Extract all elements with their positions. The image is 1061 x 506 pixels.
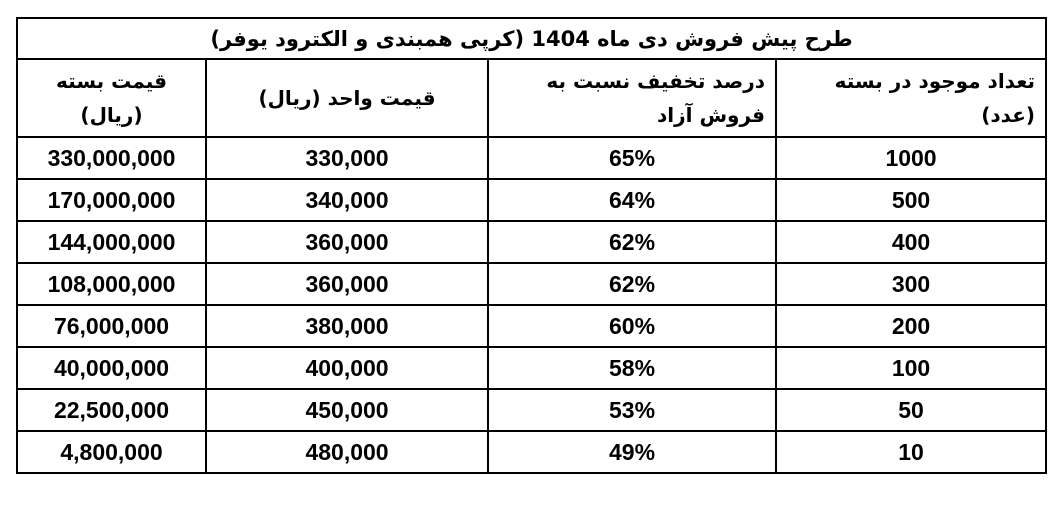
data-row: 1000 65% 330,000 330,000,000 <box>15 136 1048 180</box>
table-cell: 58% <box>487 346 778 390</box>
data-row: 400 62% 360,000 144,000,000 <box>15 220 1048 264</box>
table-cell: 76,000,000 <box>15 304 208 348</box>
data-row: 500 64% 340,000 170,000,000 <box>15 178 1048 222</box>
table-cell: 10 <box>775 430 1048 474</box>
table-body: طرح پیش فروش دی ماه 1404 (کرپی همبندی و … <box>15 17 1048 474</box>
table-cell: 450,000 <box>205 388 490 432</box>
table-cell: 330,000 <box>205 136 490 180</box>
table-cell: 64% <box>487 178 778 222</box>
table-cell: 500 <box>775 178 1048 222</box>
table-cell: 200 <box>775 304 1048 348</box>
header-row: تعداد موجود در بسته (عدد) درصد تخفیف نسبت… <box>15 58 1048 138</box>
table-cell: 100 <box>775 346 1048 390</box>
table-cell: 170,000,000 <box>15 178 208 222</box>
table-title: طرح پیش فروش دی ماه 1404 (کرپی همبندی و … <box>15 17 1048 60</box>
price-table: طرح پیش فروش دی ماه 1404 (کرپی همبندی و … <box>15 17 1048 474</box>
title-row: طرح پیش فروش دی ماه 1404 (کرپی همبندی و … <box>15 17 1048 60</box>
table-cell: 380,000 <box>205 304 490 348</box>
table-cell: 22,500,000 <box>15 388 208 432</box>
column-header: تعداد موجود در بسته (عدد) <box>775 58 1048 138</box>
table-cell: 50 <box>775 388 1048 432</box>
column-header: قیمت بسته (ریال) <box>15 58 208 138</box>
table-cell: 49% <box>487 430 778 474</box>
table-cell: 144,000,000 <box>15 220 208 264</box>
table-cell: 1000 <box>775 136 1048 180</box>
table-cell: 53% <box>487 388 778 432</box>
table-cell: 108,000,000 <box>15 262 208 306</box>
table-cell: 65% <box>487 136 778 180</box>
table-cell: 60% <box>487 304 778 348</box>
data-row: 200 60% 380,000 76,000,000 <box>15 304 1048 348</box>
table-cell: 340,000 <box>205 178 490 222</box>
table-cell: 300 <box>775 262 1048 306</box>
table-cell: 480,000 <box>205 430 490 474</box>
data-row: 50 53% 450,000 22,500,000 <box>15 388 1048 432</box>
table-container: طرح پیش فروش دی ماه 1404 (کرپی همبندی و … <box>15 17 1048 474</box>
table-cell: 400,000 <box>205 346 490 390</box>
data-row: 100 58% 400,000 40,000,000 <box>15 346 1048 390</box>
data-row: 10 49% 480,000 4,800,000 <box>15 430 1048 474</box>
data-row: 300 62% 360,000 108,000,000 <box>15 262 1048 306</box>
table-cell: 360,000 <box>205 220 490 264</box>
column-header: قیمت واحد (ریال) <box>205 58 490 138</box>
column-header: درصد تخفیف نسبت به فروش آزاد <box>487 58 778 138</box>
table-cell: 4,800,000 <box>15 430 208 474</box>
table-cell: 360,000 <box>205 262 490 306</box>
table-cell: 400 <box>775 220 1048 264</box>
table-cell: 330,000,000 <box>15 136 208 180</box>
table-cell: 62% <box>487 262 778 306</box>
table-cell: 62% <box>487 220 778 264</box>
table-cell: 40,000,000 <box>15 346 208 390</box>
